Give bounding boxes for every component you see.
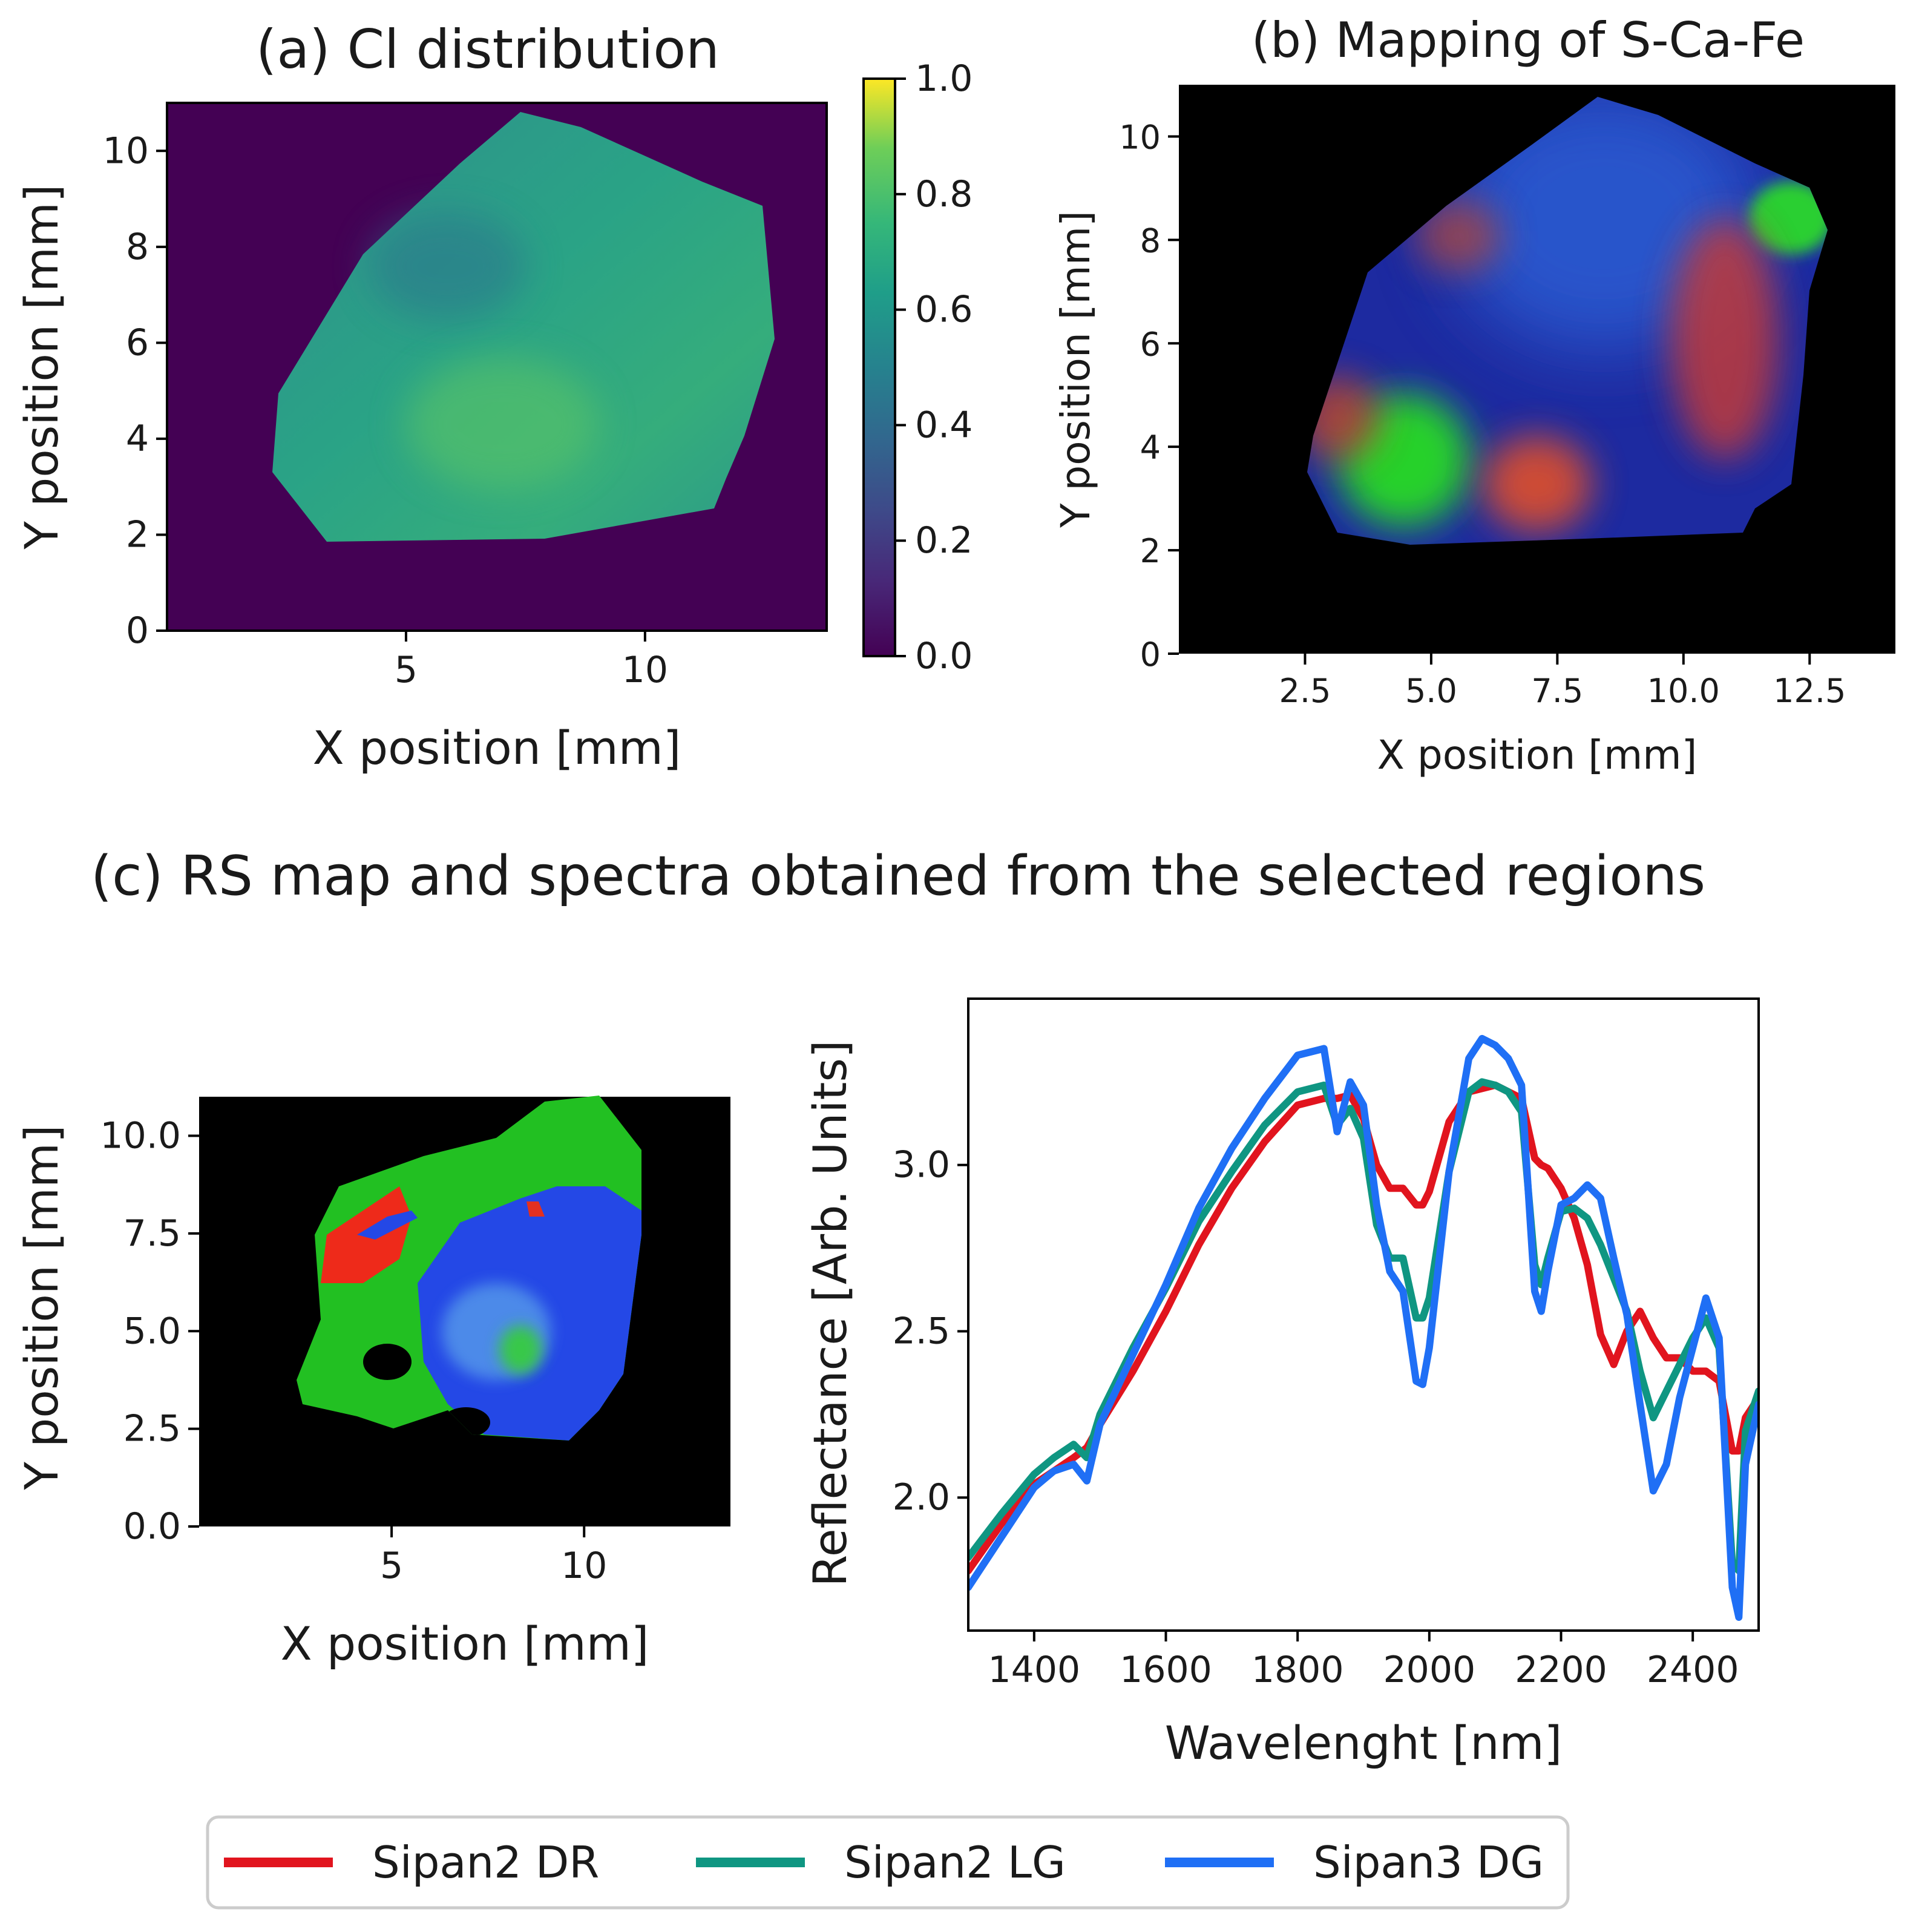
panel-c-map-x-tick-label: 5 — [380, 1545, 403, 1587]
panel-b-s-ca-fe-mapping: (b) Mapping of S-Ca-Fe 2.5 5.0 7.5 10.0 12.5… — [1052, 12, 1895, 778]
panel-c-spectra-y-label: Reflectance [Arb. Units] — [803, 1040, 857, 1586]
panel-c-spectra-chart: 1400 1600 1800 2000 2200 2400 2.0 2.5 3.0 Wavel… — [803, 997, 1760, 1770]
panel-a-hotspot — [405, 357, 599, 490]
panel-c-spectra-plot-frame — [967, 997, 1760, 1632]
panel-b-x-tick-label: 5.0 — [1405, 672, 1457, 710]
panel-a-y-label: Y position [mm] — [15, 184, 68, 550]
panel-c-map-y-tick-label: 2.5 — [123, 1408, 181, 1450]
panel-c-spectra-x-tick-label: 2000 — [1383, 1649, 1475, 1691]
panel-a-x-label: X position [mm] — [313, 721, 681, 775]
panel-c-map-y-tick-label: 7.5 — [123, 1212, 181, 1255]
panel-a-y-tick-label: 2 — [126, 513, 149, 556]
panel-c-spectra-y-tick-label: 2.0 — [893, 1476, 950, 1519]
panel-c-spectra-y-tick-label: 2.5 — [893, 1310, 950, 1352]
series-line-sipan3-dg — [968, 1034, 1759, 1621]
panel-a-y-tick-label: 10 — [103, 130, 149, 172]
panel-c-map-blue-streak — [357, 1211, 418, 1240]
panel-a-x-tick-label: 10 — [622, 649, 668, 691]
colorbar-tick-label: 0.4 — [915, 404, 973, 446]
panel-b-y-tick-label: 10 — [1119, 118, 1161, 156]
panel-b-y-label: Y position [mm] — [1052, 211, 1099, 528]
panel-c-map-y-label: Y position [mm] — [15, 1125, 68, 1490]
panel-a-y-tick-label: 6 — [126, 321, 149, 364]
panel-b-red-spot-bottom — [1483, 436, 1592, 533]
panel-c-spectra-x-tick-label: 1800 — [1251, 1649, 1344, 1691]
legend-box — [206, 1815, 1570, 1910]
panel-c-map-x-ticks: 5 10 — [380, 1526, 607, 1587]
panel-c-map-y-tick-label: 10.0 — [100, 1115, 181, 1157]
panel-a-cl-distribution: (a) Cl distribution 5 10 0 2 4 6 8 10 X positi… — [15, 18, 973, 775]
panel-a-y-ticks: 0 2 4 6 8 10 — [103, 130, 167, 652]
panel-b-red-spot-top — [1416, 200, 1501, 272]
panel-b-x-tick-label: 10.0 — [1647, 672, 1720, 710]
legend-label: Sipan2 LG — [844, 1837, 1066, 1888]
colorbar-tick-label: 0.2 — [915, 519, 973, 562]
panel-c-spectra-y-ticks: 2.0 2.5 3.0 — [893, 1144, 968, 1519]
panel-b-red-region-right — [1670, 218, 1779, 460]
panel-a-plot-frame — [166, 102, 828, 632]
panel-b-y-tick-label: 0 — [1140, 636, 1161, 674]
colorbar-tick-label: 0.8 — [915, 173, 973, 215]
panel-a-y-tick-label: 8 — [126, 226, 149, 268]
panel-b-y-tick-label: 8 — [1140, 222, 1161, 260]
panel-b-title: (b) Mapping of S-Ca-Fe — [1251, 12, 1805, 68]
panel-c-title: (c) RS map and spectra obtained from the… — [91, 844, 1705, 908]
panel-b-y-tick-label: 4 — [1140, 429, 1161, 467]
panel-c-map-red-spot-top — [526, 1201, 545, 1217]
panel-a-sample-grain — [272, 112, 775, 542]
panel-c-map-hole — [363, 1344, 412, 1380]
panel-b-y-ticks: 0 2 4 6 8 10 — [1119, 118, 1179, 674]
legend-label: Sipan2 DR — [372, 1837, 599, 1888]
panel-c-map-y-ticks: 0.0 2.5 5.0 7.5 10.0 — [100, 1115, 199, 1548]
panel-c-rs-map: 5 10 0.0 2.5 5.0 7.5 10.0 X position [mm] Y p… — [15, 1096, 730, 1671]
panel-c-spectra-x-tick-label: 1600 — [1120, 1649, 1212, 1691]
panel-a-y-tick-label: 4 — [126, 418, 149, 460]
panel-b-y-tick-label: 2 — [1140, 532, 1161, 570]
panel-b-x-label: X position [mm] — [1377, 732, 1698, 778]
panel-b-y-tick-label: 6 — [1140, 325, 1161, 363]
panel-c-spectra-x-tick-label: 1400 — [988, 1649, 1080, 1691]
panel-b-green-spot-top-right — [1749, 182, 1828, 254]
panel-a-x-tick-label: 5 — [395, 649, 418, 691]
colorbar-tick-label: 0.0 — [915, 635, 973, 677]
legend: Sipan2 DR Sipan2 LG Sipan3 DG — [206, 1815, 1570, 1910]
colorbar-tick-label: 1.0 — [915, 58, 973, 100]
panel-b-x-tick-label: 7.5 — [1531, 672, 1583, 710]
panel-a-low-region — [369, 212, 526, 321]
panel-c-spectra-x-ticks: 1400 1600 1800 2000 2200 2400 — [988, 1631, 1739, 1691]
panel-a-x-ticks: 5 10 — [395, 631, 668, 691]
panel-a-title: (a) Cl distribution — [256, 18, 720, 80]
panel-c-spectra-lines — [968, 1034, 1759, 1621]
panel-c-spectra-x-tick-label: 2200 — [1515, 1649, 1607, 1691]
panel-c-spectra-x-tick-label: 2400 — [1647, 1649, 1739, 1691]
panel-c-map-y-tick-label: 0.0 — [123, 1505, 181, 1548]
colorbar-tick-label: 0.6 — [915, 289, 973, 331]
panel-a-colorbar-ticks: 0.0 0.2 0.4 0.6 0.8 1.0 — [895, 58, 973, 677]
panel-c-map-x-tick-label: 10 — [561, 1545, 607, 1587]
panel-c-spectra-x-label: Wavelenght [nm] — [1165, 1716, 1563, 1770]
panel-c-map-green-blob — [499, 1326, 542, 1374]
panel-b-x-tick-label: 12.5 — [1773, 672, 1846, 710]
panel-a-y-tick-label: 0 — [126, 610, 149, 652]
legend-label: Sipan3 DG — [1313, 1837, 1544, 1888]
panel-c-spectra-y-tick-label: 3.0 — [893, 1144, 950, 1186]
panel-b-x-ticks: 2.5 5.0 7.5 10.0 12.5 — [1279, 654, 1846, 710]
panel-b-x-tick-label: 2.5 — [1279, 672, 1331, 710]
panel-c-map-x-label: X position [mm] — [281, 1617, 649, 1671]
panel-a-colorbar — [862, 77, 896, 657]
panel-c-map-y-tick-label: 5.0 — [123, 1310, 181, 1352]
